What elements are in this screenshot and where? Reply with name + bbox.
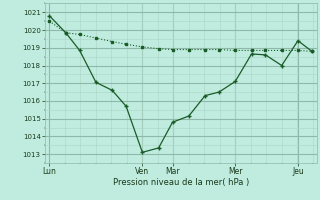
X-axis label: Pression niveau de la mer( hPa ): Pression niveau de la mer( hPa )	[113, 178, 249, 187]
